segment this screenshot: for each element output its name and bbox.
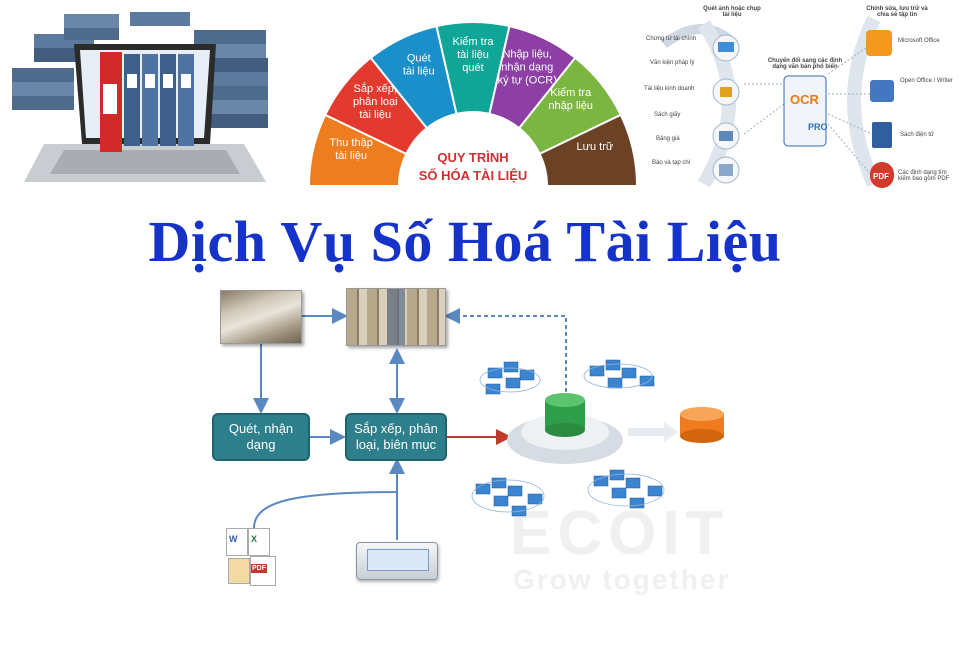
process-step-label: Kiểm tra tài liệu quét <box>453 36 495 74</box>
right-item: Các định dạng tìm kiếm bao gồm PDF <box>898 170 950 182</box>
watermark-tagline: Grow together <box>513 564 731 595</box>
excel-file-icon: X <box>248 528 270 556</box>
left-item: Bảng giá <box>656 136 680 142</box>
left-item: Báo và tạp chí <box>652 160 691 166</box>
left-item: Văn kiện pháp lý <box>650 60 695 66</box>
watermark-logo: ECOIT <box>510 499 730 568</box>
main-title: Dịch Vụ Số Hoá Tài Liệu <box>148 209 782 274</box>
conversion-arcs: OCR PDF <box>661 15 894 188</box>
conversion-top-right-title: Chỉnh sửa, lưu trữ và chia sẻ tập tin <box>866 6 928 18</box>
process-step-label: Lưu trữ <box>576 141 613 153</box>
svg-text:OCR: OCR <box>790 92 820 107</box>
laptop-binders-illustration <box>4 4 274 194</box>
laptop-binders-icon <box>12 12 268 182</box>
left-item: Tài liệu kinh doanh <box>644 86 695 92</box>
right-item: Sách điện tử <box>900 132 935 138</box>
process-ring: Thu thập tài liệu Sắp xếp, phân loại tài liệ… <box>307 21 639 187</box>
file-icons-group: W X PDF <box>226 528 278 586</box>
right-item: Microsoft Office <box>898 38 940 44</box>
conversion-center-text: Chuyển đổi sang các định dạng văn bản ph… <box>767 58 843 70</box>
sort-classify-box: Sắp xếp, phân loại, biên mục <box>345 413 447 461</box>
archive-shelves-photo <box>346 288 446 346</box>
conversion-top-left-title: Quét ảnh hoặc chụp tài liệu <box>703 6 761 18</box>
svg-text:PDF: PDF <box>873 172 889 181</box>
pdf-file-icon: PDF <box>250 556 276 586</box>
process-title-line1: QUY TRÌNH <box>437 150 508 165</box>
conversion-infographic: OCR PDF Quét ảnh hoặc chụp tài liệu Chỉn… <box>644 4 958 194</box>
process-step-label: Thu thập tài liệu <box>329 137 372 162</box>
scan-recognize-box: Quét, nhận dạng <box>212 413 310 461</box>
sort-classify-label: Sắp xếp, phân loại, biên mục <box>354 421 438 452</box>
left-item: Chứng từ tài chính <box>646 36 697 42</box>
process-step-segment <box>538 113 639 187</box>
process-step-label: Nhập liệu, nhận dạng ký tự (OCR) <box>498 48 557 86</box>
process-step-label: Sắp xếp, phân loại tài liệu <box>353 82 398 121</box>
conversion-logo: PRO <box>808 122 828 132</box>
process-step-label: Quét tài liệu <box>403 52 435 77</box>
word-file-icon: W <box>226 528 248 556</box>
process-step-label: Kiểm tra nhập liệu <box>548 87 593 112</box>
left-item: Sách giấy <box>654 112 681 118</box>
digitization-process-diagram: Thu thập tài liệu Sắp xếp, phân loại tài liệ… <box>306 6 640 192</box>
paper-stack-photo <box>220 290 302 344</box>
scan-recognize-label: Quét, nhận dạng <box>228 421 294 452</box>
image-file-icon <box>228 558 250 584</box>
scanner-device-icon <box>356 542 438 580</box>
process-title-line2: SỐ HÓA TÀI LIỆU <box>419 168 528 183</box>
right-item: Open Office / Writer <box>900 78 953 84</box>
